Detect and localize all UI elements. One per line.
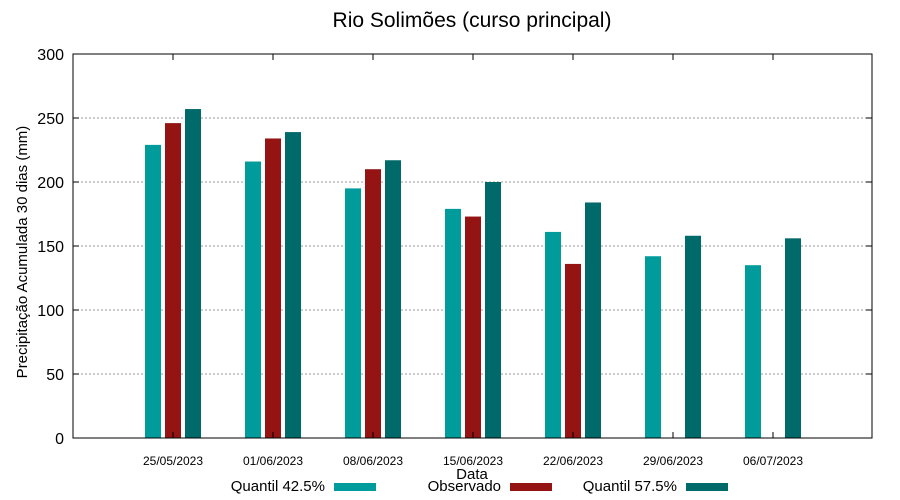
y-tick-label: 300 (37, 47, 64, 64)
y-tick-label: 250 (37, 111, 64, 128)
bar-quantil-42-5-1 (245, 161, 261, 438)
bar-quantil-42-5-2 (345, 188, 361, 438)
chart-title: Rio Solimões (curso principal) (333, 9, 612, 32)
bar-quantil-42-5-4 (545, 231, 561, 438)
bar-quantil-57-5-2 (385, 160, 401, 439)
x-tick-label: 25/05/2023 (143, 454, 203, 468)
legend-swatch (686, 483, 728, 491)
y-axis-ticks: 0 50 100 150 200 250 300 (37, 47, 872, 448)
bar-quantil-42-5-6 (745, 265, 761, 438)
bar-observado-2 (365, 169, 381, 438)
bar-quantil-57-5-0 (185, 109, 201, 438)
bar-quantil-57-5-5 (685, 235, 701, 438)
x-tick-label: 15/06/2023 (443, 454, 503, 468)
x-axis-label: Data (456, 466, 488, 483)
bar-quantil-57-5-3 (485, 182, 501, 438)
bar-observado-3 (465, 216, 481, 438)
x-axis-ticks: 25/05/2023 01/06/2023 08/06/2023 15/06/2023… (143, 54, 803, 468)
y-tick-label: 0 (55, 431, 64, 448)
bar-quantil-57-5-6 (785, 238, 801, 438)
legend-label: Observado (428, 478, 501, 495)
x-tick-label: 08/06/2023 (343, 454, 403, 468)
bar-quantil-42-5-3 (445, 208, 461, 438)
legend-label: Quantil 42.5% (231, 478, 325, 495)
legend: Quantil 42.5% Observado Quantil 57.5% (231, 478, 728, 495)
legend-label: Quantil 57.5% (583, 478, 677, 495)
bar-quantil-57-5-1 (285, 132, 301, 438)
bar-observado-1 (265, 138, 281, 439)
y-tick-label: 100 (37, 303, 64, 320)
y-tick-label: 200 (37, 175, 64, 192)
bar-quantil-42-5-5 (645, 256, 661, 438)
legend-swatch (334, 483, 376, 491)
x-tick-label: 22/06/2023 (543, 454, 603, 468)
gridlines (73, 117, 872, 375)
legend-swatch (510, 483, 552, 491)
bar-observado-4 (565, 263, 581, 438)
bar-quantil-42-5-0 (145, 144, 161, 438)
x-tick-label: 29/06/2023 (643, 454, 703, 468)
x-tick-label: 01/06/2023 (243, 454, 303, 468)
y-axis-label: Precipitação Acumulada 30 dias (mm) (14, 126, 31, 379)
bars (145, 109, 801, 439)
x-tick-label: 06/07/2023 (743, 454, 803, 468)
bar-observado-0 (165, 123, 181, 439)
bar-quantil-57-5-4 (585, 202, 601, 438)
y-tick-label: 50 (46, 367, 64, 384)
y-tick-label: 150 (37, 239, 64, 256)
